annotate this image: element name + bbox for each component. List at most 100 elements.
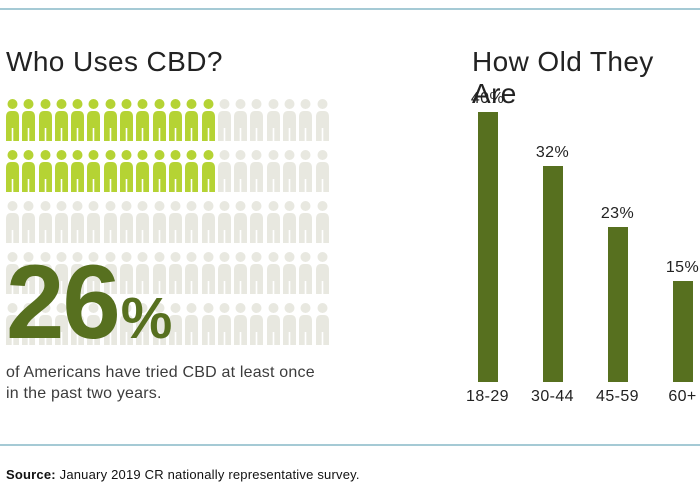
stat-value: 26 [6,244,121,361]
person-icon-empty [22,303,36,345]
person-icon-empty [6,252,19,294]
person-icon-empty [152,252,166,294]
person-icon-filled [71,99,85,141]
bar-column: 15% [650,88,700,382]
person-icon-empty [315,201,329,243]
person-icon-filled [103,150,117,192]
person-icon-empty [38,201,52,243]
person-icon-filled [185,99,199,141]
person-icon-empty [217,150,231,192]
person-icon-empty [22,252,36,294]
person-icon-empty [250,201,264,243]
person-icon-filled [54,99,68,141]
bar-category-label: 45-59 [596,388,639,405]
person-icon-empty [120,303,134,345]
person-icon-filled [87,99,101,141]
bar-column: 40% [455,88,520,382]
left-section-title: Who Uses CBD? [6,46,223,77]
bar [542,166,563,382]
person-icon-empty [6,303,19,345]
person-icon-empty [136,303,150,345]
bar [607,226,628,382]
person-icon-empty [283,303,297,345]
person-icon-filled [168,150,182,192]
person-icon-empty [283,252,297,294]
source-text: January 2019 CR nationally representativ… [55,467,360,482]
person-icon-empty [54,201,68,243]
person-icon-filled [120,99,134,141]
person-icon-empty [250,252,264,294]
person-icon-filled [201,150,215,192]
bar-category-label: 60+ [668,388,697,405]
person-icon-empty [283,150,297,192]
person-icon-empty [103,201,117,243]
pictogram-grid [6,99,332,354]
person-icon-empty [299,201,313,243]
person-icon-empty [136,201,150,243]
person-icon-filled [38,150,52,192]
caption-line-2: in the past two years. [6,385,162,402]
bar [672,280,693,382]
person-icon-empty [6,201,19,243]
person-icon-empty [120,252,134,294]
person-icon-filled [6,150,19,192]
stat-unit: % [120,286,173,351]
person-icon-filled [136,99,150,141]
person-icon-empty [87,201,101,243]
person-icon-filled [168,99,182,141]
person-icon-empty [299,252,313,294]
person-icon-filled [87,150,101,192]
person-icon-filled [54,150,68,192]
person-icon-empty [234,303,248,345]
person-icon-empty [234,99,248,141]
person-icon-empty [201,303,215,345]
person-icon-filled [201,99,215,141]
person-icon-empty [152,303,166,345]
categories-row: 18-29 30-44 45-59 60+ [455,382,700,406]
person-icon-empty [266,252,280,294]
person-icon-empty [103,252,117,294]
person-icon-empty [87,303,101,345]
person-icon-empty [185,252,199,294]
person-icon-empty [234,252,248,294]
person-icon-empty [283,201,297,243]
stat-callout: 26 % [6,250,172,355]
person-icon-empty [315,99,329,141]
person-icon-empty [299,303,313,345]
person-icon-empty [250,303,264,345]
person-icon-empty [266,201,280,243]
bars-row: 40% 32% 23% 15% [455,88,700,382]
bar-value-label: 40% [470,90,505,107]
bar-value-label: 15% [665,258,700,276]
bar-value-label: 32% [535,144,570,161]
person-icon-filled [22,150,36,192]
pictogram-caption: of Americans have tried CBD at least onc… [6,362,315,404]
bar-column: 23% [585,88,650,382]
bar [477,112,498,382]
person-icon-filled [152,99,166,141]
person-icon-empty [38,252,52,294]
source-line: Source: January 2019 CR nationally repre… [6,467,360,482]
person-icon-empty [136,252,150,294]
person-icon-filled [22,99,36,141]
person-icon-empty [71,201,85,243]
person-icon-empty [71,303,85,345]
bar-category-label: 18-29 [466,388,509,405]
person-icon-empty [38,303,52,345]
person-icon-empty [185,303,199,345]
person-icon-empty [87,252,101,294]
bar-column: 32% [520,88,585,382]
person-icon-empty [201,252,215,294]
person-icon-empty [266,150,280,192]
person-icon-empty [250,99,264,141]
person-icon-empty [315,252,329,294]
person-icon-filled [185,150,199,192]
person-icon-empty [250,150,264,192]
person-icon-empty [22,201,36,243]
person-icon-empty [234,150,248,192]
bar-chart: 40% 32% 23% 15% 18-29 30-44 45-59 60+ [455,88,700,406]
person-icon-empty [168,201,182,243]
person-icon-empty [315,303,329,345]
person-icon-filled [6,99,19,141]
